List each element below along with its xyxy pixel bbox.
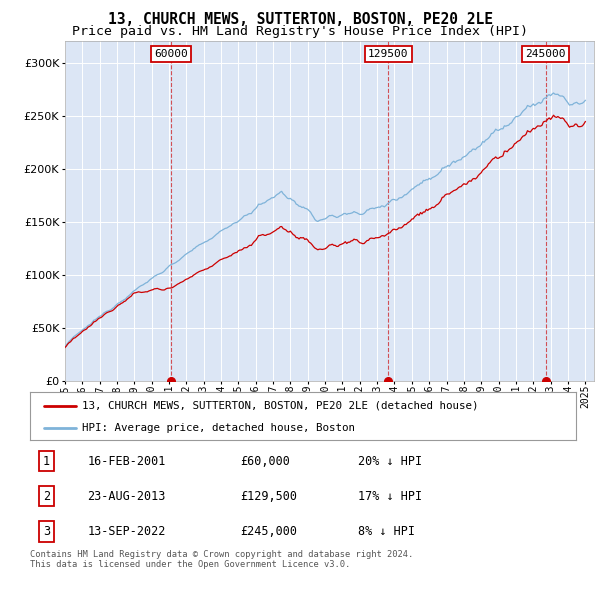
Text: 8% ↓ HPI: 8% ↓ HPI <box>358 525 415 538</box>
Text: 20% ↓ HPI: 20% ↓ HPI <box>358 454 422 468</box>
Text: 17% ↓ HPI: 17% ↓ HPI <box>358 490 422 503</box>
Text: 1: 1 <box>43 454 50 468</box>
Text: 3: 3 <box>43 525 50 538</box>
Text: £129,500: £129,500 <box>240 490 297 503</box>
Text: 13, CHURCH MEWS, SUTTERTON, BOSTON, PE20 2LE (detached house): 13, CHURCH MEWS, SUTTERTON, BOSTON, PE20… <box>82 401 478 411</box>
Text: Contains HM Land Registry data © Crown copyright and database right 2024.
This d: Contains HM Land Registry data © Crown c… <box>30 550 413 569</box>
Text: 245000: 245000 <box>526 49 566 59</box>
Text: 23-AUG-2013: 23-AUG-2013 <box>88 490 166 503</box>
Text: 2: 2 <box>43 490 50 503</box>
Text: 60000: 60000 <box>154 49 188 59</box>
Text: 16-FEB-2001: 16-FEB-2001 <box>88 454 166 468</box>
Text: Price paid vs. HM Land Registry's House Price Index (HPI): Price paid vs. HM Land Registry's House … <box>72 25 528 38</box>
Text: £245,000: £245,000 <box>240 525 297 538</box>
Text: £60,000: £60,000 <box>240 454 290 468</box>
Text: 13, CHURCH MEWS, SUTTERTON, BOSTON, PE20 2LE: 13, CHURCH MEWS, SUTTERTON, BOSTON, PE20… <box>107 12 493 27</box>
Text: 13-SEP-2022: 13-SEP-2022 <box>88 525 166 538</box>
Text: 129500: 129500 <box>368 49 409 59</box>
Text: HPI: Average price, detached house, Boston: HPI: Average price, detached house, Bost… <box>82 423 355 432</box>
